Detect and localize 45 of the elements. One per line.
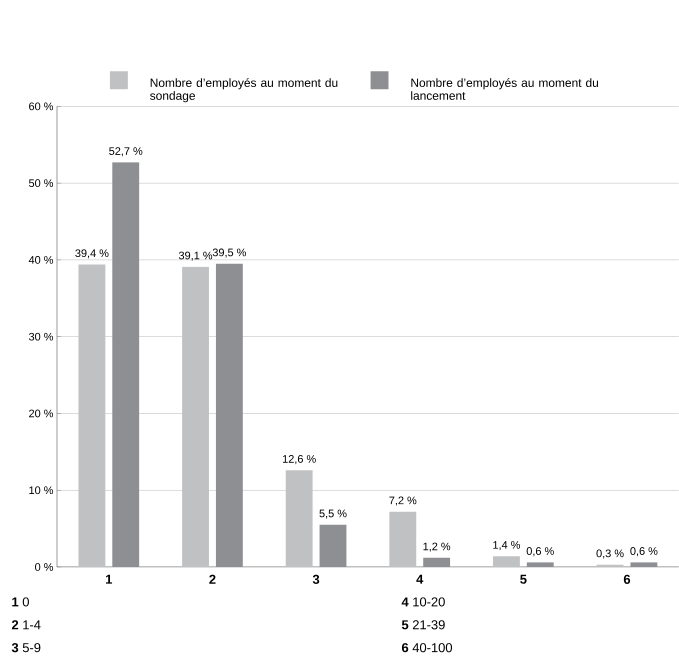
bar [78,264,106,568]
y-tick-label: 40 % [28,256,54,264]
data-label: 12,6 % [282,455,316,464]
bar [320,524,346,568]
x-tick-label: 2 [209,574,216,584]
bar [423,558,450,568]
data-label: 39,4 % [75,250,109,259]
data-label: 1,4 % [493,541,520,550]
x-tick-label: 1 [106,574,112,584]
data-label: 39,5 % [212,248,246,258]
text: 5 21-39 [402,620,445,630]
bar [389,512,416,568]
bar [493,556,520,568]
y-tick-label: 0 % [35,563,54,572]
bar [286,470,313,568]
data-label: 5,5 % [319,510,347,519]
data-label: 52,7 % [109,147,142,156]
text: 6 40-100 [402,643,452,652]
text: 2 1-4 [12,620,41,630]
data-label: 0,6 % [630,547,658,556]
data-label: 39,1 % [178,252,212,261]
x-tick-label: 4 [416,574,424,584]
bar [526,562,554,568]
data-label: 7,2 % [389,496,416,506]
bar [182,267,209,568]
text: 1 0 [12,598,29,607]
x-tick-label: 6 [624,574,630,584]
text: 3 5-9 [12,643,40,652]
bar [596,564,624,568]
legend-label: Nombre d’employés au moment du sondage [150,78,338,103]
bar [216,264,243,568]
data-label: 0,3 % [596,550,624,559]
y-tick-label: 10 % [29,486,54,494]
legend-label: Nombre d’employés au moment du lancement [411,78,598,100]
x-tick-label: 5 [520,574,527,584]
bar [112,162,140,568]
y-tick-label: 60 % [29,102,54,110]
x-tick-label: 3 [312,574,320,584]
y-tick-label: 50 % [28,179,54,188]
data-label: 1,2 % [423,542,450,552]
bar [630,562,658,568]
text: 4 10-20 [402,598,445,607]
y-tick-label: 30 % [28,333,54,341]
data-label: 0,6 % [526,547,554,556]
y-tick-label: 20 % [29,410,54,418]
